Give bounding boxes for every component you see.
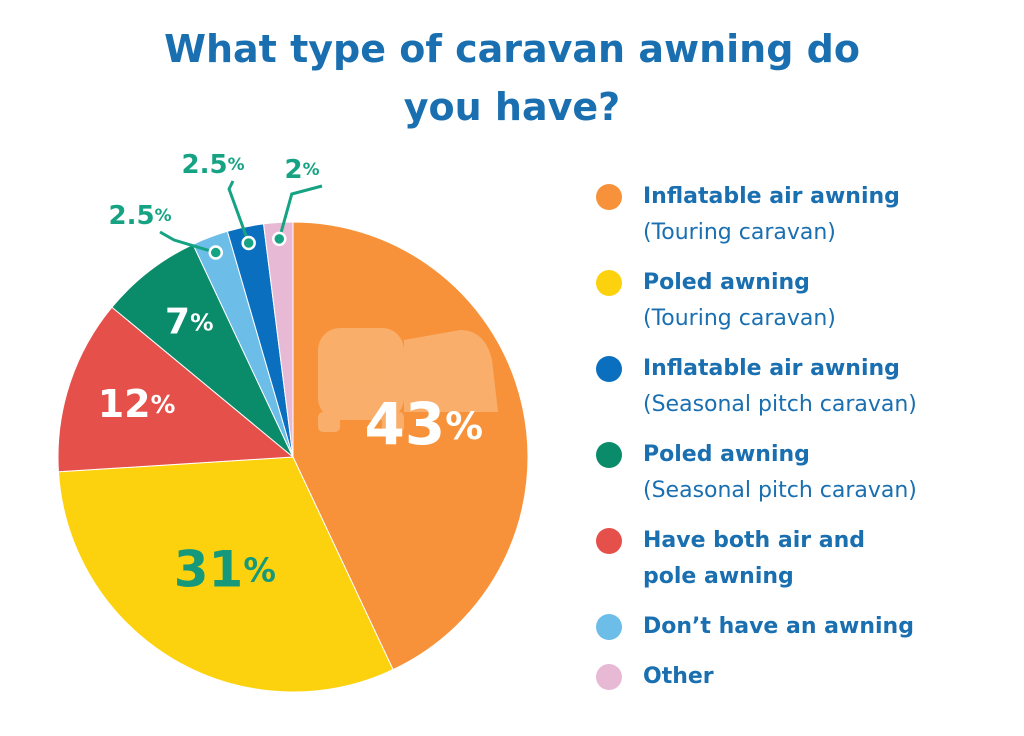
- chart-title: What type of caravan awning do you have?: [164, 27, 860, 129]
- value-label: 31%: [174, 540, 276, 598]
- legend-label: Don’t have an awning: [643, 614, 914, 639]
- pie-slice: [292, 221, 529, 671]
- legend-text: Other: [643, 659, 923, 695]
- value-label: 7%: [165, 301, 214, 342]
- legend-swatch: [596, 528, 622, 554]
- legend-note: (Touring caravan): [643, 306, 836, 331]
- value-label: 2.5%: [182, 150, 245, 180]
- legend-swatch: [596, 184, 622, 210]
- legend-note: (Seasonal pitch caravan): [643, 392, 917, 417]
- leader-dot: [208, 245, 223, 260]
- value-label: 12%: [98, 382, 176, 426]
- legend-item: Have both air and pole awning: [596, 523, 926, 595]
- legend-note: (Seasonal pitch caravan): [643, 478, 917, 503]
- legend-swatch: [596, 356, 622, 382]
- legend-text: Inflatable air awning (Touring caravan): [643, 179, 923, 251]
- value-label: 2.5%: [109, 201, 172, 231]
- legend-swatch: [596, 270, 622, 296]
- legend-text: Poled awning (Seasonal pitch caravan): [643, 437, 923, 509]
- legend-label: Poled awning: [643, 442, 810, 467]
- legend-item: Inflatable air awning (Seasonal pitch car…: [596, 351, 926, 423]
- legend-item: Don’t have an awning: [596, 609, 926, 645]
- pie-slice: [57, 306, 295, 473]
- leader-dot: [241, 235, 256, 251]
- leader-line: [159, 230, 217, 254]
- value-label: 43%: [364, 390, 482, 458]
- legend: Inflatable air awning (Touring caravan) Po…: [596, 179, 926, 695]
- legend-item: Poled awning (Touring caravan): [596, 265, 926, 337]
- legend-text: Inflatable air awning (Seasonal pitch car…: [643, 351, 923, 423]
- legend-text: Don’t have an awning: [643, 609, 923, 645]
- legend-label: Inflatable air awning: [643, 356, 900, 381]
- leader-line: [277, 184, 323, 240]
- value-label: 2%: [284, 155, 319, 185]
- pie-slice: [57, 456, 394, 693]
- legend-swatch: [596, 442, 622, 468]
- caravan-icon: [318, 328, 498, 432]
- legend-item: Inflatable air awning (Touring caravan): [596, 179, 926, 251]
- legend-label: Have both air and pole awning: [643, 528, 866, 589]
- legend-text: Poled awning (Touring caravan): [643, 265, 923, 337]
- legend-text: Have both air and pole awning: [643, 523, 923, 595]
- legend-note: (Touring caravan): [643, 220, 836, 245]
- legend-item: Other: [596, 659, 926, 695]
- leader-line: [227, 180, 251, 244]
- leader-dot: [272, 231, 287, 247]
- legend-swatch: [596, 664, 622, 690]
- legend-label: Other: [643, 664, 714, 689]
- legend-item: Poled awning (Seasonal pitch caravan): [596, 437, 926, 509]
- legend-label: Poled awning: [643, 270, 810, 295]
- legend-label: Inflatable air awning: [643, 184, 900, 209]
- pie-slice: [262, 221, 294, 458]
- legend-swatch: [596, 614, 622, 640]
